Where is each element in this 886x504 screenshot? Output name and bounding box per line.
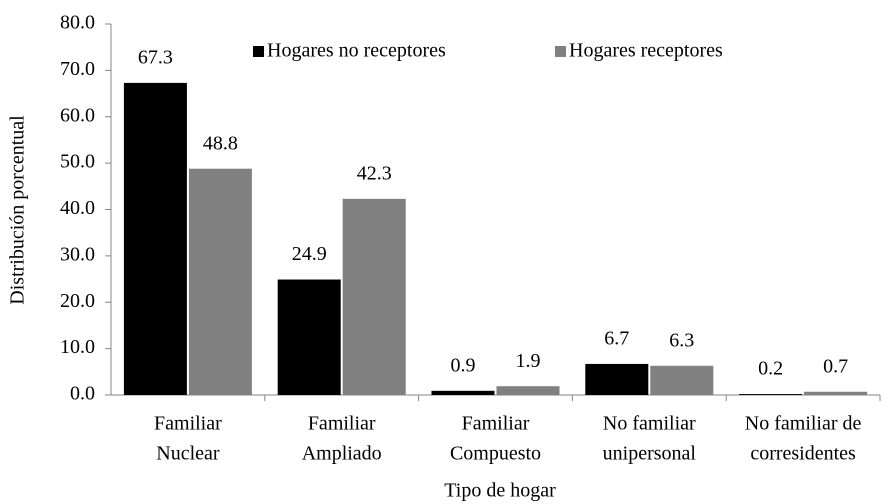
bar [739, 394, 803, 395]
x-tick-label: Nuclear [156, 443, 220, 465]
bar [804, 391, 868, 395]
bar [496, 386, 560, 395]
y-tick-label: 0.0 [70, 383, 95, 405]
legend-swatch [253, 46, 264, 57]
x-tick-label: Compuesto [450, 443, 541, 465]
data-label: 1.9 [516, 350, 541, 372]
bar [277, 279, 341, 395]
bar [585, 363, 649, 395]
legend-label: Hogares no receptores [267, 40, 446, 62]
data-label: 6.3 [669, 329, 694, 351]
y-tick-label: 50.0 [60, 151, 95, 173]
data-label: 42.3 [357, 162, 392, 184]
x-tick-label: Familiar [308, 413, 376, 435]
x-tick-label: No familiar de [745, 413, 862, 435]
x-tick-label: unipersonal [603, 443, 697, 465]
bar [342, 198, 406, 395]
y-tick-label: 70.0 [60, 58, 95, 80]
data-label: 0.7 [823, 355, 848, 377]
data-label: 0.2 [758, 358, 783, 380]
y-tick-label: 20.0 [60, 290, 95, 312]
y-tick-label: 30.0 [60, 243, 95, 265]
bar [123, 82, 187, 396]
x-tick-label: No familiar [603, 413, 696, 435]
y-axis-title: Distribución porcentual [7, 115, 29, 305]
bar [650, 365, 714, 395]
x-axis-title: Tipo de hogar [444, 480, 556, 502]
legend-swatch [555, 46, 566, 57]
x-tick-label: Ampliado [302, 443, 382, 465]
bar [188, 168, 252, 395]
legend-label: Hogares receptores [569, 40, 723, 62]
y-tick-label: 80.0 [60, 12, 95, 34]
data-label: 67.3 [138, 46, 173, 68]
data-label: 24.9 [292, 243, 327, 265]
data-label: 0.9 [451, 354, 476, 376]
data-label: 6.7 [604, 328, 629, 350]
bar [431, 390, 495, 395]
y-tick-label: 10.0 [60, 336, 95, 358]
x-tick-label: Familiar [462, 413, 530, 435]
x-tick-label: corresidentes [750, 443, 856, 465]
y-tick-label: 60.0 [60, 104, 95, 126]
x-tick-label: Familiar [154, 413, 222, 435]
y-tick-label: 40.0 [60, 197, 95, 219]
data-label: 48.8 [203, 132, 238, 154]
